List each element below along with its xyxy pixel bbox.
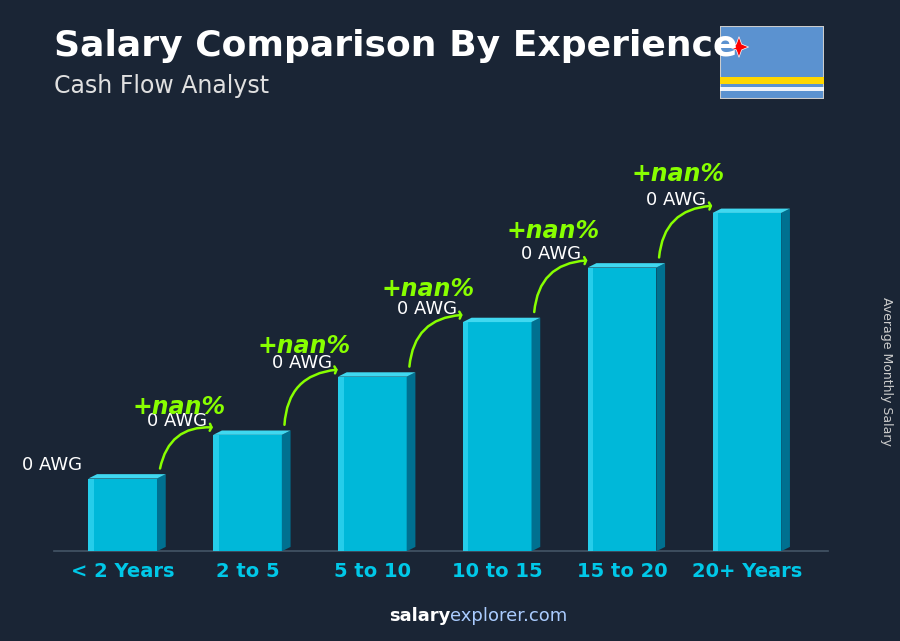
Text: 0 AWG: 0 AWG: [22, 456, 82, 474]
Polygon shape: [338, 377, 407, 551]
Text: 0 AWG: 0 AWG: [147, 413, 207, 431]
Polygon shape: [407, 372, 416, 551]
Polygon shape: [713, 213, 718, 551]
Bar: [720, 77, 824, 84]
Polygon shape: [463, 318, 540, 322]
Polygon shape: [88, 478, 94, 551]
Polygon shape: [588, 263, 665, 267]
Polygon shape: [656, 263, 665, 551]
Polygon shape: [282, 431, 291, 551]
Polygon shape: [781, 208, 790, 551]
Text: +nan%: +nan%: [132, 395, 225, 419]
Polygon shape: [213, 435, 219, 551]
Text: 0 AWG: 0 AWG: [397, 300, 456, 318]
Polygon shape: [338, 377, 344, 551]
Text: +nan%: +nan%: [382, 277, 475, 301]
Polygon shape: [338, 372, 416, 377]
Text: +nan%: +nan%: [257, 334, 350, 358]
Polygon shape: [713, 208, 790, 213]
Text: salary: salary: [389, 607, 450, 625]
Polygon shape: [588, 267, 593, 551]
Text: +nan%: +nan%: [507, 219, 600, 243]
Text: 0 AWG: 0 AWG: [646, 190, 706, 208]
Text: 0 AWG: 0 AWG: [272, 354, 332, 372]
Text: +nan%: +nan%: [632, 162, 724, 186]
Text: explorer.com: explorer.com: [450, 607, 567, 625]
Text: Average Monthly Salary: Average Monthly Salary: [880, 297, 893, 446]
Polygon shape: [88, 478, 157, 551]
Polygon shape: [213, 435, 282, 551]
Polygon shape: [213, 431, 291, 435]
Text: Cash Flow Analyst: Cash Flow Analyst: [54, 74, 269, 97]
Polygon shape: [463, 322, 469, 551]
Polygon shape: [88, 474, 166, 478]
Polygon shape: [532, 318, 540, 551]
Polygon shape: [463, 322, 532, 551]
Polygon shape: [729, 37, 749, 57]
Text: Salary Comparison By Experience: Salary Comparison By Experience: [54, 29, 737, 63]
Polygon shape: [588, 267, 656, 551]
Bar: [720, 87, 824, 90]
Text: 0 AWG: 0 AWG: [521, 245, 581, 263]
Polygon shape: [713, 213, 781, 551]
Polygon shape: [157, 474, 166, 551]
